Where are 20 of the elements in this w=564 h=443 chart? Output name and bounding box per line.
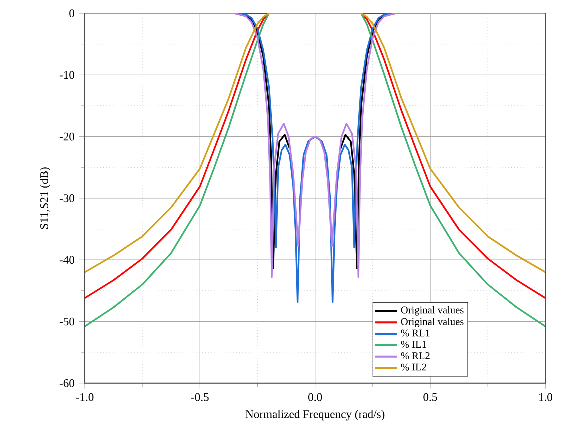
y-tick-label: 0 bbox=[70, 9, 75, 18]
legend-label: Original values bbox=[401, 318, 464, 328]
legend-label: % IL2 bbox=[401, 364, 426, 371]
x-tick-label: 0.0 bbox=[308, 393, 322, 402]
y-tick-label: -40 bbox=[60, 256, 75, 264]
x-tick-label: -1.0 bbox=[76, 393, 94, 402]
legend-label: % RL2 bbox=[401, 352, 430, 360]
y-axis-title: S11,S21 (dB) bbox=[40, 168, 51, 229]
legend-label: % IL1 bbox=[401, 340, 426, 348]
y-tick-label: -60 bbox=[60, 379, 75, 388]
x-axis-title: Normalized Frequency (rad/s) bbox=[246, 410, 385, 421]
y-tick-label: -20 bbox=[60, 132, 75, 141]
legend-label: % RL1 bbox=[401, 330, 430, 337]
legend-label: Original values bbox=[401, 306, 464, 316]
y-tick-label: -50 bbox=[60, 318, 75, 326]
y-tick-label: -30 bbox=[60, 194, 75, 202]
x-tick-label: 0.5 bbox=[424, 393, 438, 402]
x-tick-label: 1.0 bbox=[539, 393, 552, 402]
x-tick-label: -0.5 bbox=[191, 393, 209, 402]
y-tick-label: -10 bbox=[60, 71, 75, 79]
